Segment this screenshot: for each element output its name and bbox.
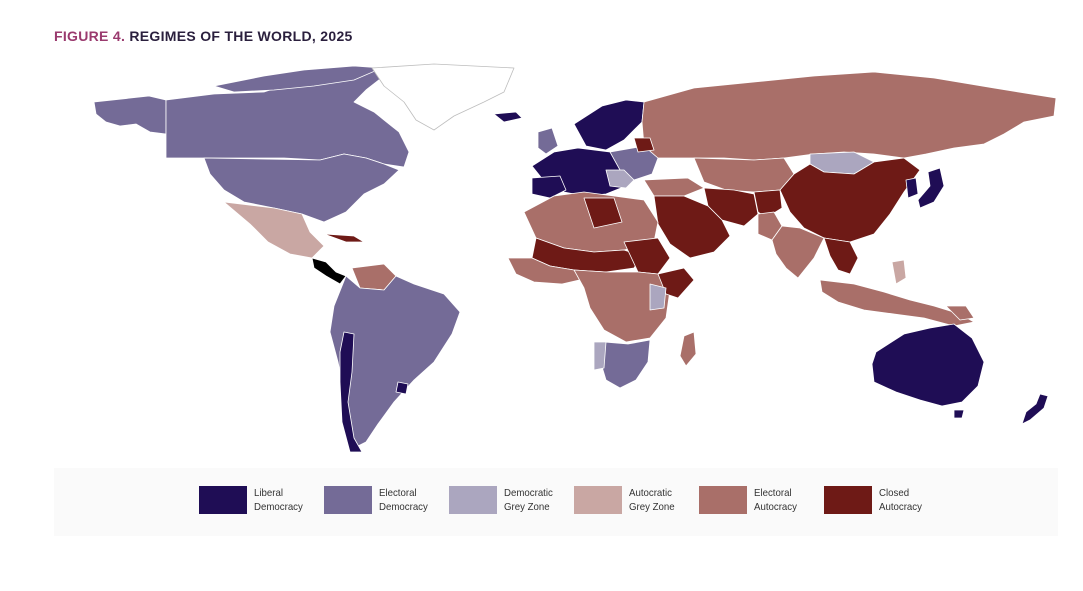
legend-label: Electoral Autocracy [754, 487, 797, 513]
region-turkey [643, 177, 705, 197]
world-map [54, 62, 1058, 460]
region-madagascar [679, 331, 697, 367]
figure-title: FIGURE 4. REGIMES OF THE WORLD, 2025 [54, 28, 353, 44]
region-arctic-islands [213, 65, 383, 93]
region-libya [583, 197, 623, 229]
legend-item-liberal-democracy: Liberal Democracy [199, 486, 324, 514]
figure-label: FIGURE 4. [54, 28, 126, 44]
region-uruguay [395, 381, 409, 395]
region-new-zealand [1021, 393, 1049, 425]
legend-label: Closed Autocracy [879, 487, 922, 513]
region-usa [203, 153, 400, 223]
region-east-africa [649, 283, 667, 311]
legend-item-democratic-grey-zone: Democratic Grey Zone [449, 486, 574, 514]
region-arabia [653, 195, 731, 259]
region-mexico [223, 201, 325, 259]
region-greenland [371, 63, 515, 131]
legend: Liberal Democracy Electoral Democracy De… [199, 486, 949, 514]
region-central-africa [573, 269, 671, 343]
region-central-asia [693, 157, 795, 193]
figure-heading: REGIMES OF THE WORLD, 2025 [129, 28, 353, 44]
region-central-america [311, 257, 347, 285]
region-sudan [623, 237, 671, 275]
region-russia [641, 71, 1057, 161]
region-uk [537, 127, 559, 155]
legend-item-autocratic-grey-zone: Autocratic Grey Zone [574, 486, 699, 514]
legend-item-closed-autocracy: Closed Autocracy [824, 486, 949, 514]
legend-item-electoral-democracy: Electoral Democracy [324, 486, 449, 514]
legend-item-electoral-autocracy: Electoral Autocracy [699, 486, 824, 514]
region-tasmania [953, 409, 965, 419]
region-japan [917, 167, 945, 209]
region-chile [339, 331, 363, 453]
legend-label: Liberal Democracy [254, 487, 303, 513]
region-indonesia [819, 279, 975, 327]
legend-swatch [574, 486, 622, 514]
region-iberia [531, 175, 567, 199]
legend-swatch [199, 486, 247, 514]
legend-label: Electoral Democracy [379, 487, 428, 513]
legend-swatch [824, 486, 872, 514]
legend-swatch [324, 486, 372, 514]
region-cuba [323, 233, 365, 243]
legend-label: Autocratic Grey Zone [629, 487, 675, 513]
legend-swatch [449, 486, 497, 514]
region-philippines [891, 259, 907, 285]
region-belarus [633, 137, 655, 153]
region-namibia [593, 341, 607, 371]
region-scandinavia [573, 99, 645, 151]
region-india [771, 225, 825, 279]
region-png [945, 305, 975, 321]
region-australia [871, 323, 985, 407]
region-southeast-asia [823, 237, 859, 275]
region-alaska [93, 95, 167, 135]
legend-swatch [699, 486, 747, 514]
region-iceland [493, 111, 523, 123]
region-korea [905, 177, 919, 199]
region-balkans [605, 169, 635, 189]
legend-label: Democratic Grey Zone [504, 487, 553, 513]
region-southern-africa [599, 339, 651, 389]
